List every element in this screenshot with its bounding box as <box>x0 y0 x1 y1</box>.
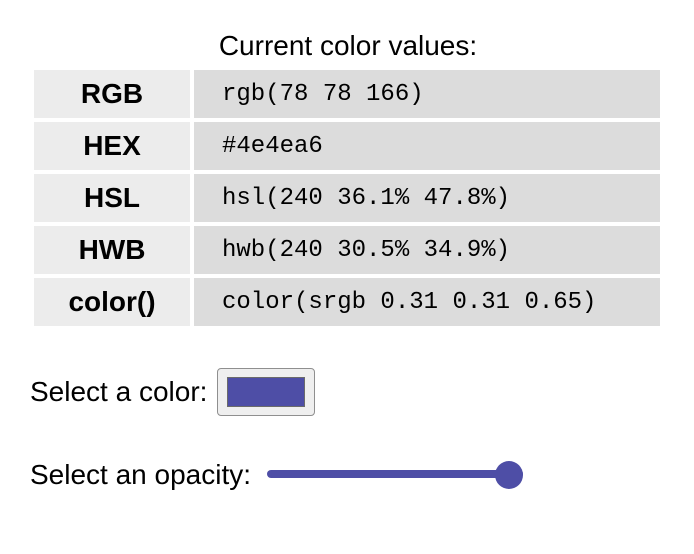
table-row-hex: HEX #4e4ea6 <box>34 122 660 170</box>
row-label-hwb: HWB <box>34 226 190 274</box>
color-picker-input[interactable] <box>217 368 316 416</box>
row-label-rgb: RGB <box>34 70 190 118</box>
table-caption: Current color values: <box>218 30 478 61</box>
row-value-hwb: hwb(240 30.5% 34.9%) <box>194 226 660 274</box>
opacity-slider-track[interactable] <box>267 470 524 478</box>
row-label-hsl: HSL <box>34 174 190 222</box>
opacity-row: Select an opacity: <box>30 457 524 493</box>
row-value-color-function: color(srgb 0.31 0.31 0.65) <box>194 278 660 326</box>
color-picker-row: Select a color: <box>30 368 316 416</box>
table-row-rgb: RGB rgb(78 78 166) <box>34 70 660 118</box>
row-value-rgb: rgb(78 78 166) <box>194 70 660 118</box>
table-row-hwb: HWB hwb(240 30.5% 34.9%) <box>34 226 660 274</box>
color-picker-label: Select a color: <box>30 376 208 407</box>
opacity-slider-thumb[interactable] <box>495 461 524 489</box>
row-value-hsl: hsl(240 36.1% 47.8%) <box>194 174 660 222</box>
row-label-hex: HEX <box>34 122 190 170</box>
table-row-hsl: HSL hsl(240 36.1% 47.8%) <box>34 174 660 222</box>
row-value-hex: #4e4ea6 <box>194 122 660 170</box>
color-values-table: RGB rgb(78 78 166) HEX #4e4ea6 HSL hsl(2… <box>30 66 664 330</box>
table-row-color-function: color() color(srgb 0.31 0.31 0.65) <box>34 278 660 326</box>
opacity-slider[interactable] <box>267 457 524 493</box>
opacity-label: Select an opacity: <box>30 459 252 490</box>
color-swatch <box>227 377 306 407</box>
row-label-color-function: color() <box>34 278 190 326</box>
